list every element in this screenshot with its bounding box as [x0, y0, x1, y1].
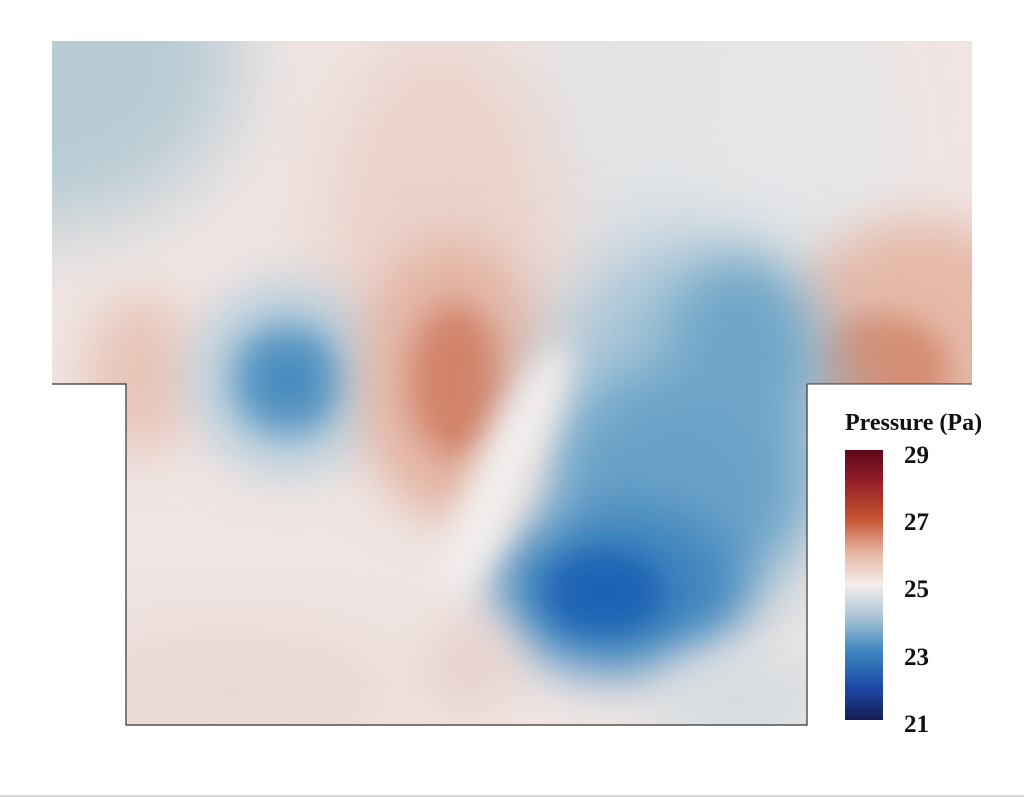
bottom-border	[0, 795, 1024, 797]
colorbar-tick-23: 23	[904, 644, 929, 671]
colorbar-gradient	[845, 450, 883, 720]
colorbar-tick-25: 25	[904, 576, 929, 603]
domain-outline	[52, 383, 808, 726]
colorbar-tick-27: 27	[904, 509, 929, 536]
colorbar-tick-21: 21	[904, 711, 929, 738]
colorbar-title: Pressure (Pa)	[845, 410, 983, 436]
colorbar-tick-29: 29	[904, 442, 929, 469]
